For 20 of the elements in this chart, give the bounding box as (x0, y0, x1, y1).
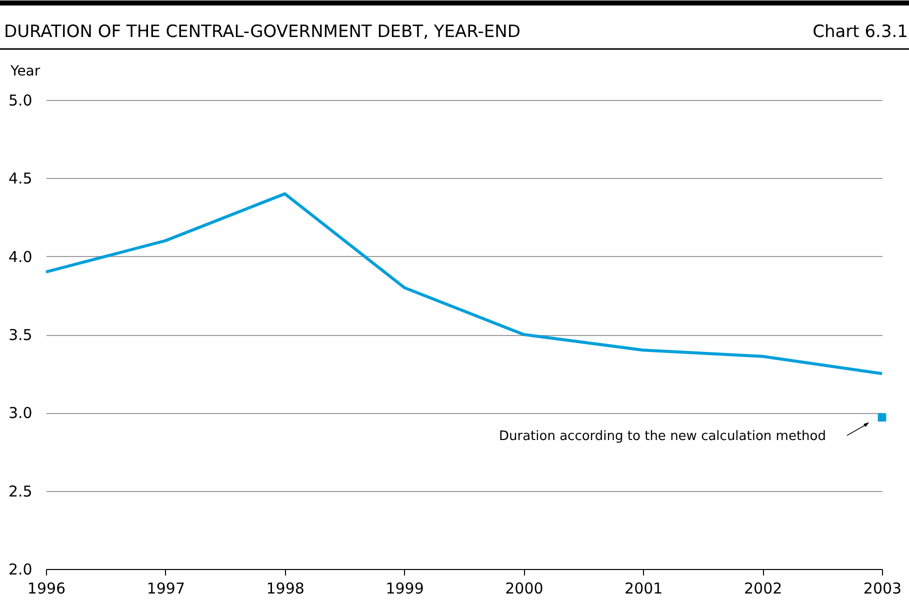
caption: Chart 6.3.1 (812, 22, 908, 42)
x-tick-label: 1998 (266, 580, 304, 598)
y-tick-label: 5.0 (8, 92, 32, 110)
y-tick-label: 2.0 (8, 560, 32, 578)
y-tick-label: 4.5 (8, 170, 32, 188)
x-tick-label: 2000 (505, 580, 544, 598)
chart-title: DURATION OF THE CENTRAL-GOVERNMENT DEBT, YEAR-END (4, 22, 520, 42)
y-axis-title: Year (10, 64, 40, 80)
x-tick-label: 1999 (386, 580, 424, 598)
x-tick-label: 2003 (863, 580, 902, 598)
x-tick-label: 2001 (624, 580, 663, 598)
x-tick-label: 1997 (146, 580, 186, 598)
y-tick-label: 2.5 (8, 482, 32, 500)
y-tick-label: 3.5 (8, 326, 32, 344)
x-tick-label: 2002 (744, 580, 782, 598)
line-series (44, 192, 884, 376)
x-tick-label: 1996 (27, 580, 66, 598)
annotation: Duration according to the new calculation method (499, 429, 826, 444)
y-tick-label: 4.0 (8, 248, 32, 266)
y-tick-label: 3.0 (8, 404, 32, 422)
